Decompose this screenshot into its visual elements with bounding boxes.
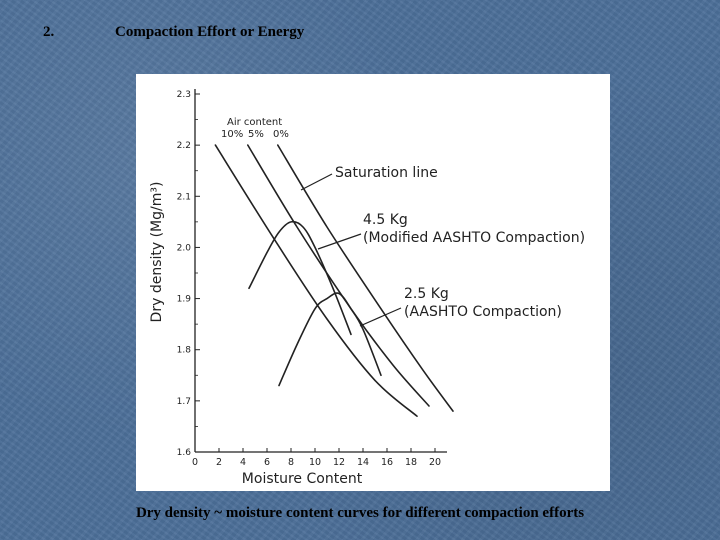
compaction-curve: [278, 292, 382, 387]
aashto-label: (AASHTO Compaction): [404, 304, 562, 320]
compaction-chart: 1.6 1.7 1.8 1.9 2.0 2.1 2.2 2.3 0 2 4 6 8 10 12 14 16 18 2…: [149, 89, 585, 487]
aashto-leader-line: [359, 307, 402, 327]
x-tick-label: 4: [240, 457, 246, 468]
x-tick-label: 16: [381, 457, 393, 468]
y-tick-label: 1.7: [177, 397, 191, 407]
y-tick-label: 2.3: [177, 90, 191, 100]
slide-number: 2.: [43, 24, 55, 40]
x-tick-label: 12: [333, 457, 345, 468]
air-content-label-5: 5%: [248, 129, 264, 140]
y-tick-label: 2.0: [177, 243, 192, 253]
modified-aashto-weight: 4.5 Kg: [363, 212, 408, 228]
air-content-label-10: 10%: [221, 129, 243, 140]
y-axis-label: Dry density (Mg/m³): [149, 182, 165, 323]
x-tick-label: 10: [309, 457, 321, 468]
y-tick-label: 2.2: [177, 141, 191, 151]
chart-figure: 1.6 1.7 1.8 1.9 2.0 2.1 2.2 2.3 0 2 4 6 8 10 12 14 16 18 2…: [136, 74, 610, 491]
air-void-line-10: [214, 144, 418, 417]
chart-axes: 1.6 1.7 1.8 1.9 2.0 2.1 2.2 2.3 0 2 4 6 8 10 12 14 16 18 2…: [177, 89, 447, 468]
x-tick-label: 0: [192, 457, 198, 468]
y-tick-label: 1.6: [177, 448, 192, 458]
y-tick-label: 1.8: [177, 346, 192, 356]
x-tick-label: 14: [357, 457, 369, 468]
saturation-line-label: Saturation line: [335, 165, 438, 181]
x-tick-label: 6: [264, 457, 270, 468]
figure-caption: Dry density ~ moisture content curves fo…: [135, 505, 585, 521]
x-tick-label: 18: [405, 457, 417, 468]
modified-aashto-leader-line: [317, 233, 362, 250]
x-axis-label: Moisture Content: [242, 471, 363, 487]
saturation-leader-line: [300, 173, 333, 191]
x-tick-label: 20: [429, 457, 441, 468]
y-tick-label: 1.9: [177, 295, 192, 305]
y-tick-label: 2.1: [177, 192, 191, 202]
air-content-label-0: 0%: [273, 129, 289, 140]
x-tick-label: 8: [288, 457, 294, 468]
aashto-weight: 2.5 Kg: [404, 286, 449, 302]
compaction-curve: [248, 220, 352, 336]
air-content-title: Air content: [227, 117, 282, 128]
x-tick-label: 2: [216, 457, 222, 468]
slide-title: Compaction Effort or Energy: [115, 24, 305, 40]
air-void-line-0: [277, 144, 454, 412]
chart-curves: [214, 144, 454, 417]
air-void-line-5: [247, 144, 430, 407]
modified-aashto-label: (Modified AASHTO Compaction): [363, 230, 585, 246]
